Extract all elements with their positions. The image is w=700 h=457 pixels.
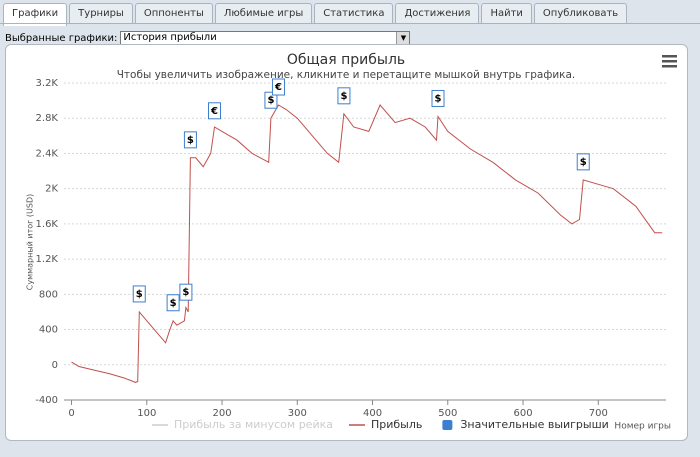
tab[interactable]: Оппоненты	[134, 3, 213, 24]
y-tick-label: 1.2K	[36, 254, 59, 265]
flag-box	[271, 78, 285, 96]
y-tick-label: 0	[52, 360, 58, 371]
flag-box	[431, 89, 445, 107]
flag-label: €	[274, 82, 282, 93]
x-tick-label: 600	[513, 408, 532, 419]
chart-panel: Общая прибыль Чтобы увеличить изображени…	[5, 44, 688, 441]
tab[interactable]: Найти	[481, 3, 532, 24]
flag-label: $	[340, 91, 347, 102]
chart-select[interactable]: История прибыли ▼	[120, 31, 411, 45]
tab[interactable]: Турниры	[69, 3, 133, 24]
flag: $	[576, 153, 590, 171]
tab-bar: Графики Турниры Оппоненты Любимые игры Стати…	[3, 3, 628, 26]
legend-label: Прибыль за минусом рейка	[174, 418, 333, 431]
legend-item[interactable]: Прибыль	[348, 418, 422, 431]
flag-label: $	[170, 298, 177, 309]
flag-label: €	[210, 106, 218, 117]
flag: $	[431, 89, 445, 107]
chart-subtitle: Чтобы увеличить изображение, кликните и …	[117, 69, 576, 81]
x-tick-label: 100	[137, 408, 156, 419]
flag-label: $	[182, 287, 189, 298]
y-tick-label: 400	[39, 325, 58, 336]
y-tick-label: 1.6K	[36, 219, 59, 230]
flag: €	[208, 102, 221, 120]
line	[71, 104, 663, 383]
legend-symbol	[442, 420, 453, 430]
selector-label: Выбранные графики:	[5, 32, 118, 44]
flag-label: $	[187, 135, 194, 146]
legend-label: Значительные выигрыши	[460, 418, 608, 431]
legend-item[interactable]: Значительные выигрыши	[442, 418, 609, 431]
flag-box	[264, 91, 278, 109]
tab[interactable]: Статистика	[314, 3, 394, 24]
flag-box	[183, 131, 197, 149]
flag-box	[576, 153, 590, 171]
legend-label: Прибыль	[371, 418, 422, 431]
chart: Общая прибыль Чтобы увеличить изображени…	[26, 52, 677, 432]
flag: $	[337, 87, 351, 105]
x-tick-label: 0	[68, 408, 74, 419]
flag-label: $	[136, 289, 143, 300]
x-tick-label: 200	[212, 408, 231, 419]
tab[interactable]: Достижения	[395, 3, 480, 24]
y-tick-label: 2.8K	[36, 113, 59, 124]
tab[interactable]: Любимые игры	[214, 3, 313, 24]
flag-box	[166, 294, 180, 312]
y-tick-label: 2.4K	[36, 148, 59, 159]
y-tick-label: 3.2K	[36, 78, 59, 89]
tab[interactable]: Графики	[3, 3, 68, 26]
y-tick-label: -400	[35, 395, 58, 406]
flag-box	[132, 285, 146, 303]
x-tick-label: 400	[363, 408, 382, 419]
flag: €	[271, 78, 285, 96]
flag: $	[264, 91, 278, 109]
flag: $	[179, 283, 193, 301]
flag: $	[183, 131, 197, 149]
flag-label: $	[267, 95, 274, 106]
y-axis-title: Суммарный итог (USD)	[26, 194, 35, 291]
menu-bar	[662, 65, 677, 68]
x-axis-title: Номер игры	[614, 422, 671, 432]
flag-box	[179, 283, 193, 301]
menu-bar	[662, 55, 677, 58]
x-tick-label: 300	[288, 408, 307, 419]
chart-title: Общая прибыль	[287, 52, 405, 68]
legend-item[interactable]: Прибыль за минусом рейка	[152, 418, 333, 431]
flag-box	[337, 87, 351, 105]
x-tick-label: 700	[589, 408, 608, 419]
flag: $	[166, 294, 180, 312]
tab-line	[0, 23, 700, 24]
select-arrow[interactable]: ▼	[396, 32, 410, 44]
menu-button[interactable]	[662, 55, 677, 68]
select-value: История прибыли	[123, 32, 217, 43]
flag-box	[208, 102, 221, 120]
flag-label: $	[435, 93, 442, 104]
y-tick-label: 800	[39, 289, 58, 300]
menu-bar	[662, 60, 677, 63]
flag: $	[132, 285, 146, 303]
x-tick-label: 500	[438, 408, 457, 419]
selector-row: Выбранные графики: История прибыли ▼	[5, 31, 411, 45]
flag-label: $	[580, 157, 587, 168]
y-tick-label: 2K	[45, 184, 58, 195]
tab[interactable]: Опубликовать	[533, 3, 628, 24]
